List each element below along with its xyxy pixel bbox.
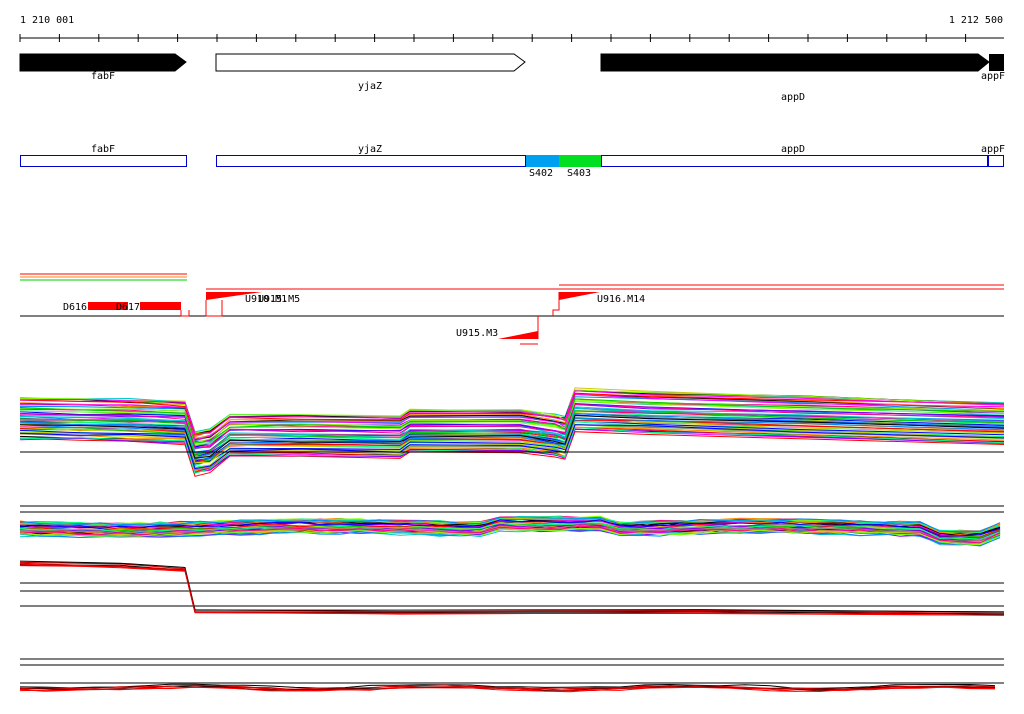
feature-u916[interactable] xyxy=(559,292,600,300)
signal-line xyxy=(19,417,1005,461)
signal-line xyxy=(19,426,1005,474)
signal-line xyxy=(19,389,1005,434)
signal-line xyxy=(19,565,1005,616)
segment-label-s403: S403 xyxy=(567,168,591,179)
signal-line xyxy=(19,403,1005,449)
signal-line xyxy=(19,562,1005,614)
segment-label-s402: S402 xyxy=(529,168,553,179)
signal-line xyxy=(19,393,1005,441)
feature-u915[interactable] xyxy=(498,331,538,339)
signal-line xyxy=(19,521,1001,539)
gene-arrow-appf[interactable] xyxy=(989,54,1004,71)
feature-track: D616 D617 U910.M1 U915.M5 U915.M3 U916.M… xyxy=(20,273,1004,345)
feature-u916-outline xyxy=(552,292,560,316)
signal-line xyxy=(19,410,1005,456)
signal-line xyxy=(19,396,1005,442)
segment-label-appf: appF xyxy=(981,144,1005,155)
signal-line xyxy=(19,428,1005,474)
signal-line xyxy=(19,410,1005,457)
segment-fabf[interactable] xyxy=(20,155,187,167)
signal-line xyxy=(19,413,1005,459)
signal-line xyxy=(19,420,1005,464)
signal-line xyxy=(19,684,996,690)
signal-line xyxy=(19,431,1005,477)
signal-line xyxy=(19,390,1005,435)
gene-track: fabF yjaZ appD appF xyxy=(19,53,1005,103)
signal-line xyxy=(19,419,1005,463)
feature-label-u916: U916.M14 xyxy=(597,294,645,305)
feature-label-u910: U910.M1 xyxy=(245,294,287,305)
feature-label-d617: D617 xyxy=(116,302,140,313)
signal-line xyxy=(19,426,1005,473)
signal-line xyxy=(19,403,1005,448)
signal-line xyxy=(19,519,1001,537)
feature-label-u915: U915.M3 xyxy=(456,328,498,339)
segment-appd[interactable] xyxy=(601,155,988,167)
gene-label-appd: appD xyxy=(781,92,805,103)
coordinate-ruler: 1 210 001 1 212 500 xyxy=(19,15,1004,42)
gene-label-fabf: fabF xyxy=(91,71,115,82)
segment-label-yjaz: yjaZ xyxy=(358,144,382,155)
gene-label-yjaz: yjaZ xyxy=(358,81,382,92)
signal-line xyxy=(20,403,1005,449)
segment-appf[interactable] xyxy=(988,155,1004,167)
signal-line xyxy=(19,564,1005,615)
feature-d617-connector xyxy=(180,310,190,317)
start-coordinate: 1 210 001 xyxy=(20,15,74,26)
signal-line xyxy=(19,563,1005,616)
signal-line xyxy=(19,414,1005,459)
signal-line xyxy=(19,399,1005,444)
signal-line xyxy=(19,522,1001,540)
feature-u910[interactable] xyxy=(206,292,262,300)
feature-label-d616: D616 xyxy=(63,302,87,313)
signal-line xyxy=(19,392,1005,436)
segment-label-fabf: fabF xyxy=(91,144,115,155)
gene-label-appf: appF xyxy=(981,71,1005,82)
segment-s402[interactable] xyxy=(526,155,559,167)
gene-arrow-appd[interactable] xyxy=(600,53,990,72)
segment-label-appd: appD xyxy=(781,144,805,155)
signal-track-3 xyxy=(19,560,1005,616)
segment-track: fabF yjaZ S402 S403 appD appF xyxy=(20,144,1005,179)
segment-yjaz[interactable] xyxy=(216,155,526,167)
signal-line xyxy=(19,426,1005,472)
segment-s403[interactable] xyxy=(559,155,601,167)
feature-d616[interactable] xyxy=(88,302,128,310)
end-coordinate: 1 212 500 xyxy=(949,15,1003,26)
signal-line xyxy=(19,398,1005,444)
signal-track-2 xyxy=(19,505,1004,547)
signal-line xyxy=(19,400,1005,445)
feature-d617[interactable] xyxy=(140,302,181,310)
signal-line xyxy=(19,516,1001,533)
gene-arrow-yjaz[interactable] xyxy=(215,53,526,72)
feature-label-u915-overlap: U915.M5 xyxy=(258,294,300,305)
signal-track-1 xyxy=(19,387,1005,477)
ruler-ticks xyxy=(19,34,967,42)
signal-line xyxy=(19,529,1001,546)
signal-line xyxy=(19,527,1001,546)
signal-line xyxy=(19,524,1001,543)
signal-track-4 xyxy=(19,658,1004,693)
gene-arrow-fabf[interactable] xyxy=(19,53,187,72)
signal-line xyxy=(19,683,996,689)
feature-u910-outline xyxy=(205,300,223,317)
